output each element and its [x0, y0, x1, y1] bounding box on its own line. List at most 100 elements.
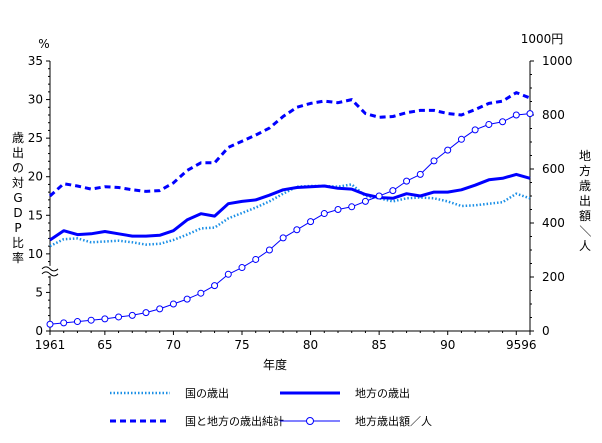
data-point-per_capita: [211, 282, 219, 290]
axis-break-wave: [41, 266, 59, 272]
series-line-per_capita: [49, 113, 531, 325]
data-point-per_capita: [444, 146, 452, 154]
series-line-national: [49, 183, 531, 248]
legend-item-combined: 国と地方の歳出純計: [110, 414, 284, 428]
data-point-per_capita: [87, 316, 95, 324]
data-point-per_capita: [375, 192, 383, 200]
legend-label: 国と地方の歳出純計: [185, 414, 284, 428]
right-axis-label-char: 人: [579, 239, 591, 253]
data-point-per_capita: [46, 320, 54, 328]
data-point-per_capita: [512, 111, 520, 119]
legend-marker: [306, 417, 314, 425]
data-point-per_capita: [348, 203, 356, 211]
axis-break-mask: [42, 265, 58, 276]
legend-item-per_capita: 地方歳出額／人: [280, 414, 432, 428]
right-axis-label-char: ／: [578, 225, 592, 237]
data-point-per_capita: [334, 206, 342, 213]
left-tick-label: 5: [35, 285, 43, 299]
left-tick-label: 25: [28, 131, 43, 145]
left-axis-unit: %: [38, 37, 49, 51]
right-tick-label: 800: [542, 108, 565, 122]
data-point-per_capita: [279, 234, 287, 242]
data-point-per_capita: [430, 157, 438, 165]
x-tick-label: 96: [521, 338, 536, 352]
axis-break-mark: [41, 265, 59, 277]
right-axis-label-char: 地: [579, 149, 591, 163]
data-point-per_capita: [307, 218, 315, 226]
axis-break-wave: [41, 271, 59, 277]
data-point-per_capita: [265, 246, 273, 254]
left-axis-label-char: 比: [12, 236, 24, 250]
data-point-per_capita: [471, 126, 479, 134]
data-point-per_capita: [320, 210, 328, 218]
right-tick-label: 0: [542, 324, 550, 338]
left-tick-label: 10: [28, 247, 43, 261]
right-axis-label: 地方歳出額 ／ 人: [578, 149, 592, 253]
legend-item-local: 地方の歳出: [280, 386, 410, 400]
data-point-per_capita: [403, 177, 411, 185]
data-point-per_capita: [60, 319, 68, 327]
x-tick-label: 75: [234, 338, 249, 352]
x-tick-label: 90: [440, 338, 455, 352]
data-point-per_capita: [183, 295, 191, 303]
right-axis-label-char: 額: [579, 209, 591, 223]
left-axis-label-char: D: [13, 206, 22, 220]
right-tick-label: 600: [542, 162, 565, 176]
data-point-per_capita: [224, 270, 232, 278]
left-axis-label-char: P: [14, 221, 21, 235]
data-point-per_capita: [252, 255, 260, 263]
right-tick-label: 1000: [542, 54, 573, 68]
left-axis-label-char: 率: [12, 250, 24, 265]
left-axis-label-char: 出: [12, 146, 24, 160]
legend-item-national: 国の歳出: [110, 386, 229, 400]
legend-label: 地方歳出額／人: [355, 414, 432, 428]
series-line-combined: [48, 91, 531, 198]
x-tick-label: 70: [166, 338, 181, 352]
legend-label: 国の歳出: [185, 386, 229, 400]
left-tick-label: 20: [28, 170, 43, 184]
data-point-per_capita: [457, 135, 465, 143]
data-point-per_capita: [238, 264, 246, 272]
right-axis-unit: 1000円: [521, 32, 564, 46]
data-point-per_capita: [499, 118, 507, 126]
legend-label: 地方の歳出: [355, 386, 410, 400]
axes-group: 0 5 10 15 20 25 30 35 0 200 400 600 800 1000 1961 65 70 7…: [12, 32, 592, 372]
data-point-per_capita: [416, 170, 424, 178]
right-tick-label: 200: [542, 270, 565, 284]
right-axis-label-char: 方: [579, 163, 591, 178]
data-point-per_capita: [73, 318, 81, 326]
x-axis-label: 年度: [263, 357, 287, 372]
x-tick-label: 80: [303, 338, 318, 352]
right-axis-label-char: 歳: [579, 179, 591, 193]
series-line-local: [49, 172, 531, 242]
right-axis-label-char: 出: [579, 194, 591, 208]
data-point-per_capita: [389, 187, 397, 195]
left-tick-label: 15: [28, 208, 43, 222]
data-point-per_capita: [101, 315, 109, 323]
data-point-per_capita: [169, 300, 177, 308]
left-tick-label: 35: [28, 54, 43, 68]
left-axis-label-char: 対: [12, 176, 24, 190]
x-tick-label: 65: [97, 338, 112, 352]
data-point-per_capita: [485, 120, 493, 128]
series-group: [46, 91, 534, 328]
left-tick-label: 30: [28, 93, 43, 107]
data-point-per_capita: [526, 110, 534, 118]
x-tick-label: 95: [506, 338, 521, 352]
left-axis-label-char: 歳: [12, 131, 24, 145]
left-tick-label: 0: [35, 324, 43, 338]
left-axis-label-char: の: [12, 161, 24, 175]
data-point-per_capita: [156, 305, 164, 313]
left-axis-label-char: G: [13, 191, 22, 205]
data-point-per_capita: [142, 309, 150, 317]
x-tick-label: 85: [372, 338, 387, 352]
data-point-per_capita: [197, 289, 205, 297]
x-tick-label: 1961: [35, 338, 66, 352]
data-point-per_capita: [128, 311, 136, 319]
data-point-per_capita: [361, 197, 369, 205]
data-point-per_capita: [293, 226, 301, 234]
